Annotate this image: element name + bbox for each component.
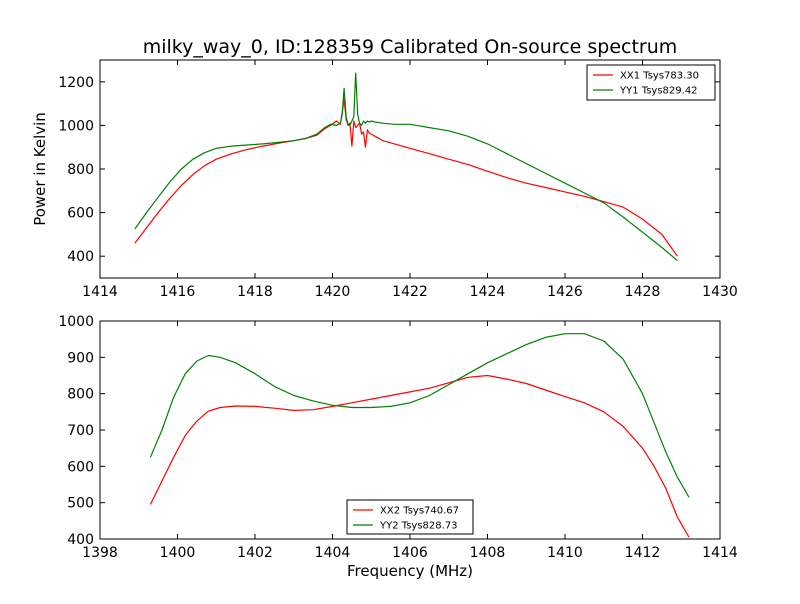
y-tick-label: 400 bbox=[67, 249, 94, 265]
legend: XX2 Tsys740.67 YY2 Tsys828.73 bbox=[346, 499, 474, 535]
y-tick-label: 1000 bbox=[58, 118, 94, 134]
series-line-1 bbox=[149, 374, 690, 538]
legend-entry: YY2 Tsys828.73 bbox=[379, 521, 458, 532]
legend-entry: XX1 Tsys783.30 bbox=[620, 71, 699, 82]
x-tick-label: 1398 bbox=[82, 545, 118, 561]
y-tick-label: 800 bbox=[67, 162, 94, 178]
x-tick-label: 1424 bbox=[470, 284, 506, 300]
x-tick-label: 1408 bbox=[470, 545, 506, 561]
x-tick-label: 1422 bbox=[392, 284, 428, 300]
series-line-2 bbox=[134, 72, 678, 262]
chart-title: milky_way_0, ID:128359 Calibrated On-sou… bbox=[143, 36, 678, 58]
x-tick-label: 1406 bbox=[392, 545, 428, 561]
y-tick-label: 800 bbox=[67, 387, 94, 403]
series-line-1 bbox=[134, 98, 678, 257]
x-tick-label: 1410 bbox=[547, 545, 583, 561]
bottom-panel: 1398 1400 1402 1404 1406 1408 1410 1412 1414 400 5… bbox=[58, 314, 738, 580]
x-tick-label: 1420 bbox=[315, 284, 351, 300]
series-line-2 bbox=[149, 333, 690, 498]
x-tick-label: 1414 bbox=[702, 545, 738, 561]
y-axis-label: Power in Kelvin bbox=[31, 112, 49, 226]
legend-box bbox=[586, 64, 716, 101]
legend: XX1 Tsys783.30 YY1 Tsys829.42 bbox=[586, 64, 716, 101]
x-tick-label: 1404 bbox=[315, 545, 351, 561]
x-tick-label: 1402 bbox=[237, 545, 273, 561]
legend-box bbox=[346, 499, 474, 535]
y-tick-label: 900 bbox=[67, 350, 94, 366]
x-tick-label: 1426 bbox=[547, 284, 583, 300]
x-axis-label: Frequency (MHz) bbox=[347, 562, 473, 580]
x-tick-label: 1416 bbox=[160, 284, 196, 300]
x-tick-label: 1430 bbox=[702, 284, 738, 300]
y-tick-label: 400 bbox=[67, 532, 94, 548]
x-tick-label: 1412 bbox=[625, 545, 661, 561]
x-tick-label: 1414 bbox=[82, 284, 118, 300]
y-tick-label: 600 bbox=[67, 206, 94, 222]
legend-entry: XX2 Tsys740.67 bbox=[380, 506, 459, 517]
y-tick-label: 600 bbox=[67, 459, 94, 475]
x-tick-label: 1428 bbox=[625, 284, 661, 300]
y-tick-label: 1200 bbox=[58, 75, 94, 91]
top-panel: 1414 1416 1418 1420 1422 1424 1426 1428 1430 400 6… bbox=[31, 59, 738, 300]
y-tick-label: 1000 bbox=[58, 314, 94, 330]
x-tick-label: 1418 bbox=[237, 284, 273, 300]
y-tick-label: 500 bbox=[67, 496, 94, 512]
x-tick-label: 1400 bbox=[160, 545, 196, 561]
legend-entry: YY1 Tsys829.42 bbox=[619, 86, 698, 97]
y-tick-label: 700 bbox=[67, 423, 94, 439]
